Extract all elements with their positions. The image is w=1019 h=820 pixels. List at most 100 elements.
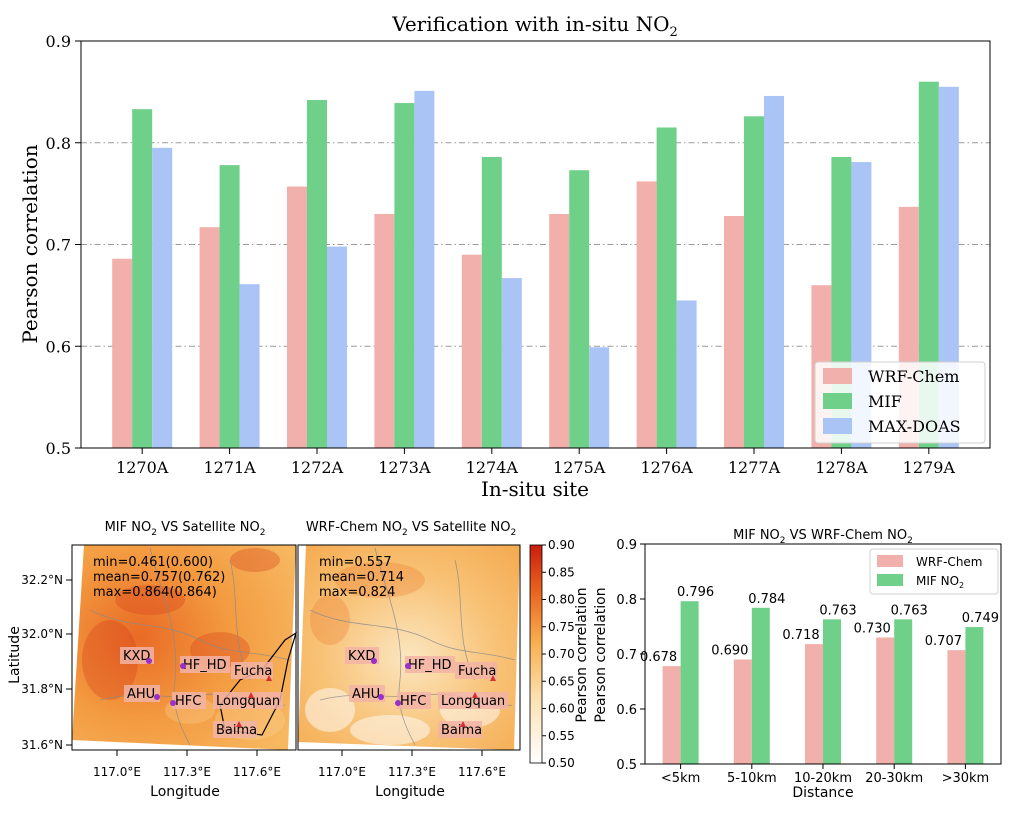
top-x-tick-label: 1272A — [291, 458, 344, 477]
map2-frame — [297, 544, 521, 751]
distance-data-label: 0.763 — [819, 603, 856, 618]
top-bar-wrf-chem-1271A — [199, 227, 220, 448]
map1-site-hf-hd: HF_HD — [183, 658, 227, 673]
map2-x-ticks: 117.0°E 117.3°E 117.6°E — [318, 750, 506, 779]
colorbar-tick-label: 0.50 — [548, 756, 575, 770]
distance-data-label: 0.784 — [748, 592, 785, 607]
map1-stat-max: max=0.864(0.864) — [93, 585, 217, 600]
distance-data-label: 0.749 — [962, 611, 999, 626]
legend-swatch-wrf — [823, 368, 852, 384]
top-bar-max-doas-1275A — [589, 347, 610, 448]
top-bar-mif-1277A — [744, 116, 765, 449]
map2-stat-max: max=0.824 — [319, 585, 395, 600]
top-bar-max-doas-1272A — [326, 246, 347, 448]
map1-stat-mean: mean=0.757(0.762) — [93, 570, 225, 585]
colorbar-tick-label: 0.80 — [548, 593, 575, 607]
top-bar-mif-1276A — [656, 127, 677, 449]
distance-x-tick-label: >30km — [942, 771, 990, 786]
top-chart: Verification with in-situ NO2 0.5 0.6 0.7 0… — [18, 12, 991, 501]
map1-frame — [71, 544, 297, 751]
colorbar-tick-label: 0.85 — [548, 565, 575, 579]
map2-site-longquan: Longquan — [441, 694, 505, 709]
colorbar-label: Pearson correlation — [574, 587, 590, 722]
top-x-tick-label: 1270A — [116, 458, 169, 477]
top-bar-mif-1272A — [306, 100, 327, 448]
wrf-map-panel: WRF-Chem NO2 VS Satellite NO2 min=0.557 … — [297, 520, 521, 800]
svg-text:117.0°E: 117.0°E — [93, 765, 141, 779]
svg-text:117.0°E: 117.0°E — [318, 765, 366, 779]
distance-bar-wrf-4 — [947, 650, 966, 764]
distance-y-tick-label: 0.8 — [616, 593, 637, 608]
map2-site-hfc: HFC — [400, 694, 426, 709]
distance-bar-mif-2 — [823, 619, 841, 764]
top-bar-max-doas-1277A — [764, 95, 785, 448]
distance-data-label: 0.763 — [891, 603, 928, 618]
map1-x-axis-label: Longitude — [150, 784, 220, 800]
map2-stat-min: min=0.557 — [319, 555, 392, 570]
legend-swatch-doas — [823, 418, 852, 434]
distance-bar-wrf-1 — [733, 659, 752, 764]
map1-stat-min: min=0.461(0.600) — [93, 555, 213, 570]
distance-bar-mif-1 — [751, 607, 770, 764]
map2-site-kxd: KXD — [348, 649, 375, 664]
svg-text:32.2°N: 32.2°N — [21, 573, 63, 587]
top-bar-wrf-chem-1270A — [112, 258, 133, 448]
distance-data-label: 0.796 — [677, 585, 714, 600]
top-bar-mif-1275A — [569, 170, 590, 448]
distance-bar-wrf-0 — [662, 666, 681, 764]
legend-label-doas: MAX-DOAS — [868, 417, 961, 436]
distance-y-tick-label: 0.7 — [616, 648, 637, 663]
svg-text:117.3°E: 117.3°E — [388, 765, 436, 779]
svg-text:32.0°N: 32.0°N — [21, 627, 63, 641]
top-y-tick-label: 0.7 — [46, 236, 71, 255]
distance-data-label: 0.730 — [854, 622, 891, 637]
map1-site-hfc: HFC — [175, 694, 201, 709]
distance-y-tick-label: 0.6 — [616, 703, 637, 718]
colorbar-tick-label: 0.65 — [548, 674, 575, 688]
distance-data-label: 0.690 — [711, 644, 748, 659]
legend-label-mif: MIF — [868, 392, 902, 411]
distance-chart: MIF NO2 VS WRF-Chem NO2 0.678 0.796 0.690 0… — [593, 528, 1002, 801]
svg-text:117.6°E: 117.6°E — [458, 765, 506, 779]
map1-title: MIF NO2 VS Satellite NO2 — [105, 520, 266, 538]
top-bar-wrf-chem-1274A — [461, 254, 482, 448]
top-x-tick-label: 1278A — [815, 458, 868, 477]
top-bar-max-doas-1276A — [676, 300, 697, 448]
top-bar-wrf-chem-1276A — [636, 181, 657, 449]
colorbar-tick-label: 0.55 — [548, 729, 575, 743]
distance-chart-title: MIF NO2 VS WRF-Chem NO2 — [733, 528, 913, 546]
distance-data-label: 0.678 — [640, 650, 677, 665]
mif-map-panel: MIF NO2 VS Satellite NO2 min=0.461(0.600… — [7, 520, 298, 800]
distance-y-tick-label: 0.9 — [616, 538, 637, 553]
distance-data-label: 0.707 — [925, 634, 962, 649]
top-x-tick-label: 1271A — [203, 458, 256, 477]
colorbar-tick-label: 0.90 — [548, 538, 575, 552]
top-x-tick-label: 1275A — [553, 458, 606, 477]
legend-label-wrf: WRF-Chem — [868, 367, 959, 386]
top-y-tick-label: 0.9 — [46, 32, 71, 51]
svg-text:31.8°N: 31.8°N — [21, 682, 63, 696]
distance-x-tick-label: 5-10km — [727, 771, 777, 786]
top-y-axis-label: Pearson correlation — [18, 144, 42, 343]
top-x-tick-label: 1273A — [378, 458, 431, 477]
distance-bar-mif-4 — [965, 627, 984, 764]
distance-legend-mif: MIF NO2 — [916, 574, 964, 590]
map2-site-baima: Baima — [441, 723, 482, 738]
distance-x-tick-label: 20-30km — [865, 771, 923, 786]
map1-y-axis-label: Latitude — [7, 626, 23, 684]
map2-site-hf-hd: HF_HD — [408, 658, 452, 673]
top-bar-max-doas-1274A — [501, 278, 522, 448]
top-bar-mif-1279A — [918, 81, 939, 448]
distance-legend-wrf: WRF-Chem — [916, 555, 983, 569]
distance-bar-mif-0 — [680, 601, 699, 764]
top-legend: WRF-Chem MIF MAX-DOAS — [814, 361, 986, 444]
top-y-tick-label: 0.8 — [46, 134, 71, 153]
legend-swatch-mif — [823, 393, 852, 409]
distance-data-label: 0.718 — [782, 628, 819, 643]
map2-stat-mean: mean=0.714 — [319, 570, 404, 585]
distance-bar-wrf-3 — [876, 637, 895, 764]
distance-x-tick-label: 10-20km — [794, 771, 852, 786]
top-y-tick-label: 0.5 — [46, 439, 71, 458]
map1-site-kxd: KXD — [123, 649, 150, 664]
